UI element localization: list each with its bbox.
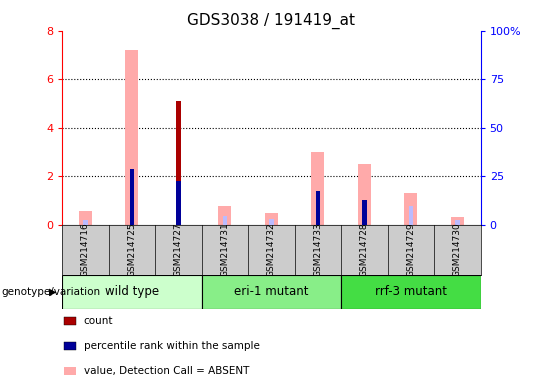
Bar: [312, 152, 325, 225]
Bar: [176, 101, 181, 225]
Text: GSM214716: GSM214716: [81, 222, 90, 277]
Bar: [451, 217, 464, 225]
Text: value, Detection Call = ABSENT: value, Detection Call = ABSENT: [84, 366, 249, 376]
Text: GSM214732: GSM214732: [267, 222, 276, 277]
Text: wild type: wild type: [105, 285, 159, 298]
Text: GSM214729: GSM214729: [407, 222, 415, 277]
Text: GSM214728: GSM214728: [360, 222, 369, 277]
Text: GSM214733: GSM214733: [313, 222, 322, 277]
Bar: [83, 220, 87, 225]
Bar: [404, 193, 417, 225]
Bar: [130, 169, 134, 225]
Bar: [218, 207, 231, 225]
Bar: [409, 207, 413, 225]
Text: eri-1 mutant: eri-1 mutant: [234, 285, 308, 298]
Bar: [201, 275, 341, 309]
Bar: [62, 275, 201, 309]
Text: GSM214731: GSM214731: [220, 222, 230, 277]
Bar: [455, 220, 460, 225]
Text: count: count: [84, 316, 113, 326]
Text: GSM214730: GSM214730: [453, 222, 462, 277]
Text: genotype/variation: genotype/variation: [1, 287, 100, 297]
Bar: [362, 208, 367, 225]
Bar: [315, 191, 320, 225]
Bar: [269, 218, 274, 225]
Bar: [125, 50, 138, 225]
Bar: [176, 181, 181, 225]
Bar: [265, 212, 278, 225]
Text: GSM214727: GSM214727: [174, 222, 183, 277]
Bar: [79, 211, 92, 225]
Text: rrf-3 mutant: rrf-3 mutant: [375, 285, 447, 298]
Text: ▶: ▶: [49, 287, 57, 297]
Title: GDS3038 / 191419_at: GDS3038 / 191419_at: [187, 13, 355, 29]
Text: percentile rank within the sample: percentile rank within the sample: [84, 341, 260, 351]
Bar: [362, 200, 367, 225]
Bar: [341, 275, 481, 309]
Bar: [222, 216, 227, 225]
Text: GSM214725: GSM214725: [127, 222, 136, 277]
Bar: [358, 164, 371, 225]
